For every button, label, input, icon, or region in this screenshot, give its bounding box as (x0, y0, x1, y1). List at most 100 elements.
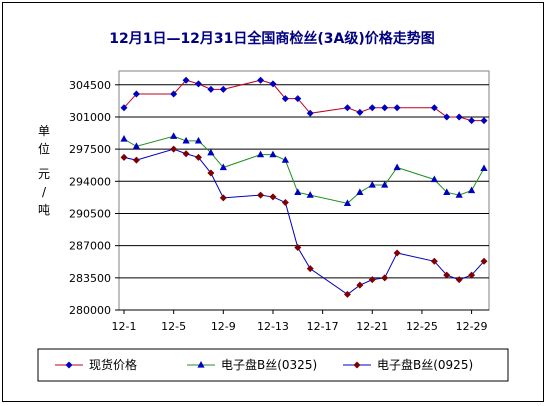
data-point (393, 163, 401, 171)
series-2 (120, 132, 488, 206)
gridlines (119, 84, 489, 311)
x-tick-label: 12-5 (161, 320, 186, 333)
data-point (207, 148, 215, 156)
legend-marker (197, 361, 205, 368)
x-tick-label: 12-25 (406, 320, 438, 333)
data-point (194, 136, 203, 144)
data-point (480, 117, 488, 125)
y-axis-label-char: 元 (38, 167, 50, 181)
x-tick-label: 12-17 (307, 320, 339, 333)
legend-label: 现货价格 (89, 357, 137, 372)
data-point (281, 95, 289, 103)
data-point (443, 113, 451, 121)
data-point (170, 145, 178, 153)
data-point (294, 95, 302, 103)
data-point (120, 104, 128, 112)
series-group (120, 76, 488, 298)
legend-item: 电子盘B丝(0325) (187, 357, 317, 372)
x-tick-label: 12-1 (112, 320, 137, 333)
data-point (455, 276, 463, 284)
x-tick-label: 12-13 (257, 320, 289, 333)
x-tick-label: 12-9 (211, 320, 236, 333)
data-point (132, 156, 140, 164)
y-axis-label-char: 吨 (38, 203, 50, 217)
data-point (120, 135, 128, 142)
data-point (467, 186, 476, 194)
x-axis-ticks: 12-1 12-5 12-9 12-13 12-17 12-21 12-25 12-29 (112, 310, 488, 333)
data-point (306, 109, 314, 117)
data-point (343, 104, 351, 112)
data-point (281, 156, 289, 163)
data-point (207, 169, 215, 177)
data-point (443, 271, 451, 279)
series-line (123, 148, 485, 295)
data-point (269, 150, 277, 158)
data-point (182, 76, 190, 84)
data-point (306, 265, 314, 273)
data-point (368, 104, 376, 112)
y-axis-label-char: 单 (38, 124, 50, 138)
y-axis-ticks: 280000 283500 287000 290500 294000 297500 3010… (69, 79, 119, 317)
data-point (219, 194, 227, 202)
series-line (123, 79, 484, 122)
data-point (120, 153, 128, 161)
y-tick-label: 287000 (69, 240, 111, 253)
data-point (393, 104, 401, 112)
data-point (343, 290, 351, 298)
y-tick-label: 290500 (69, 207, 111, 220)
data-point (170, 132, 178, 139)
x-tick-label: 12-29 (456, 320, 488, 333)
data-point (468, 271, 476, 279)
data-point (132, 142, 141, 149)
y-tick-label: 294000 (69, 175, 111, 188)
data-point (381, 274, 389, 282)
legend-marker (65, 361, 73, 369)
legend-label: 电子盘B丝(0325) (221, 357, 317, 372)
series-line (123, 135, 485, 204)
data-point (381, 180, 389, 188)
data-point (269, 80, 277, 88)
y-tick-label: 297500 (69, 143, 111, 156)
data-point (455, 113, 463, 121)
y-axis-label: 单位元 / 吨 (38, 124, 50, 217)
data-point (368, 180, 376, 188)
series-1 (120, 76, 488, 125)
legend-item: 电子盘B丝(0925) (343, 357, 473, 372)
data-point (356, 108, 364, 116)
data-point (269, 193, 277, 201)
data-point (368, 276, 376, 284)
data-point (182, 150, 190, 158)
data-point (480, 257, 488, 265)
data-point (430, 175, 438, 183)
data-point (294, 243, 302, 251)
y-tick-label: 304500 (69, 79, 111, 92)
data-point (356, 188, 364, 195)
data-point (381, 104, 389, 112)
data-point (430, 257, 438, 265)
data-point (356, 281, 364, 289)
data-point (468, 117, 476, 125)
chart-title: 12月1日—12月31日全国商检丝(3A级)价格走势图 (109, 30, 435, 47)
legend-box (37, 348, 509, 382)
data-point (219, 163, 227, 171)
data-point (256, 150, 265, 158)
legend-label: 电子盘B丝(0925) (377, 357, 473, 372)
data-point (430, 104, 438, 112)
data-point (257, 76, 265, 84)
y-tick-label: 283500 (69, 272, 111, 285)
data-point (194, 153, 202, 161)
data-point (207, 85, 215, 93)
data-point (343, 199, 352, 206)
data-point (294, 188, 302, 195)
data-point (306, 191, 314, 198)
series-3 (120, 145, 488, 298)
data-point (132, 90, 140, 98)
plot-area (118, 70, 490, 311)
legend-marker (353, 361, 361, 369)
y-axis-label-char: 位 (38, 141, 50, 156)
y-axis-label-char: / (42, 185, 47, 199)
data-point (219, 85, 227, 93)
data-point (455, 191, 463, 198)
data-point (443, 188, 451, 195)
